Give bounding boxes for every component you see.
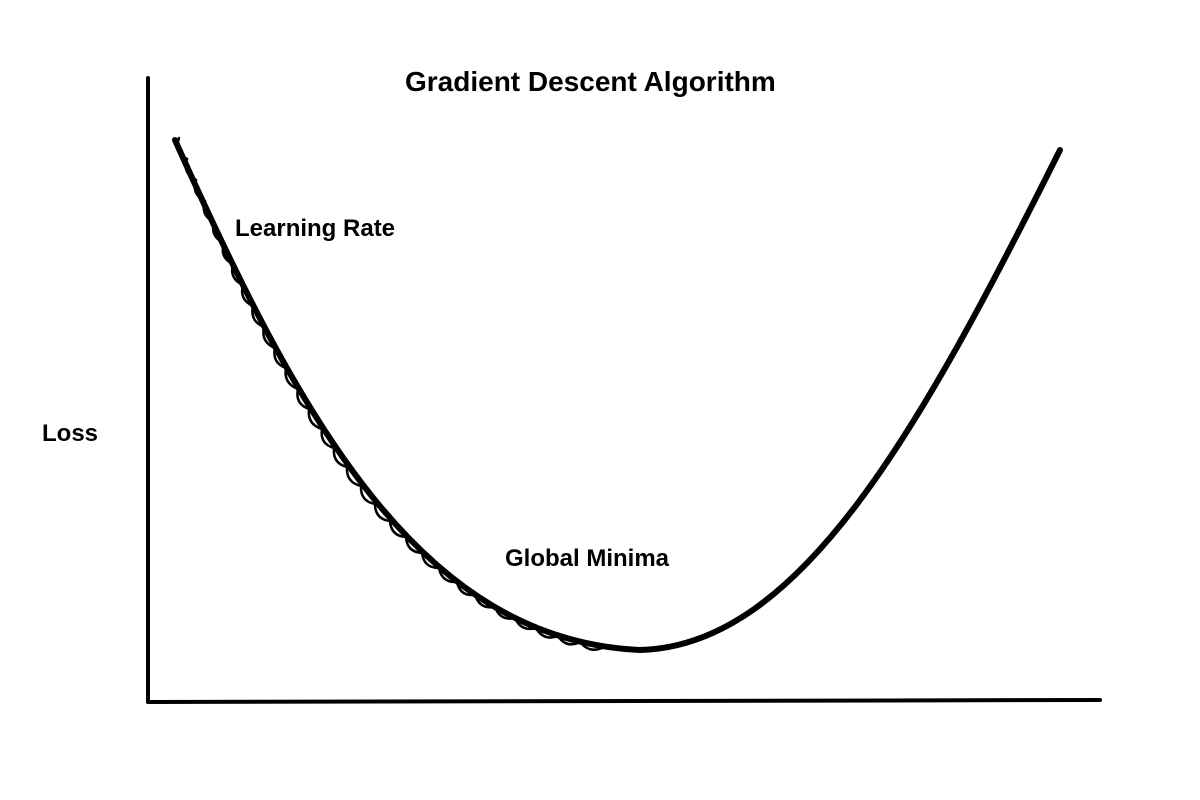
x-axis	[148, 700, 1100, 702]
diagram-stage: Gradient Descent Algorithm Loss Learning…	[0, 0, 1200, 800]
global-minima-label: Global Minima	[505, 545, 669, 573]
diagram-svg	[0, 0, 1200, 800]
learning-rate-label: Learning Rate	[235, 215, 395, 243]
diagram-title: Gradient Descent Algorithm	[405, 66, 776, 98]
y-axis-label: Loss	[42, 420, 98, 448]
